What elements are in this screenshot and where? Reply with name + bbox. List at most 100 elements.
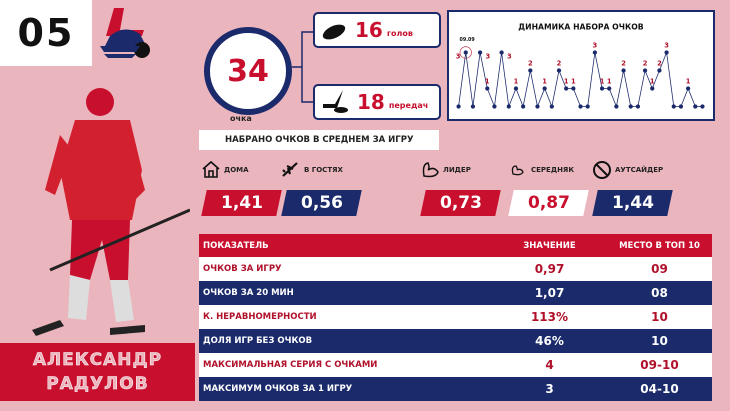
table-header: ПОКАЗАТЕЛЬ ЗНАЧЕНИЕ МЕСТО В ТОП 10 [199,234,712,257]
chart-annotation: 09.09 [460,37,476,43]
arm-icon [511,165,524,176]
row-value: 3 [545,382,554,396]
data-point [477,50,483,55]
split-label: АУТСАЙДЕР [615,166,664,174]
total-points-label: очка [230,114,252,123]
data-point [485,86,490,91]
data-label: 1 [650,78,655,86]
split-label-0: ДОМА [201,160,249,180]
goals-value: 16 [355,18,383,42]
split-label-2: ЛИДЕР [420,160,471,180]
data-point [492,104,497,109]
series-line [458,50,703,108]
data-label: 2 [657,60,662,68]
data-point [549,104,554,109]
data-label: 2 [557,60,562,68]
data-label: 1 [571,78,576,86]
no-arm-icon [593,161,611,179]
row-label: К. НЕРАВНОМЕРНОСТИ [203,312,317,322]
stats-table: ПОКАЗАТЕЛЬ ЗНАЧЕНИЕ МЕСТО В ТОП 10 ОЧКОВ… [199,234,712,401]
row-label: ОЧКОВ ЗА 20 МИН [203,288,294,298]
data-point [470,104,476,109]
data-point [628,104,633,109]
goals-label: голов [386,28,413,38]
split-value-box: 0,73 [420,190,501,216]
table-row: ДОЛЯ ИГР БЕЗ ОЧКОВ 46% 10 [199,329,712,353]
data-point [456,104,461,109]
table-row: ОЧКОВ ЗА ИГРУ 0,97 09 [199,257,712,281]
data-label: 2 [643,60,648,68]
split-label: В ГОСТЯХ [304,166,343,174]
row-rank: 04-10 [640,382,679,396]
split-value-box: 1,44 [592,190,673,216]
data-label: 1 [600,78,605,86]
data-label: 1 [485,78,490,86]
data-point [700,104,705,109]
split-value: 0,56 [300,193,343,213]
data-point [463,50,468,55]
data-point [542,86,547,91]
data-point [556,68,562,73]
data-label: 1 [514,78,519,86]
row-value: 46% [535,334,564,348]
data-point [599,86,605,91]
row-rank: 09 [651,262,668,276]
plane-icon [282,162,298,177]
chart-title: ДИНАМИКА НАБОРА ОЧКОВ [518,22,644,31]
data-point [671,104,676,109]
assists-value: 18 [357,90,385,114]
data-label: 2 [528,60,533,68]
data-label: 2 [621,60,626,68]
split-label: ЛИДЕР [443,166,471,174]
data-point [528,68,533,73]
data-point [535,104,540,109]
row-value: 113% [530,310,569,324]
split-value-box: 1,41 [201,190,282,216]
data-point [650,86,655,91]
header-value: ЗНАЧЕНИЕ [523,240,576,251]
row-value: 1,07 [534,286,565,300]
data-label: 1 [564,78,569,86]
data-point [685,86,691,91]
table-row: К. НЕРАВНОМЕРНОСТИ 113% 10 [199,305,712,329]
split-label-1: В ГОСТЯХ [281,160,343,180]
connector-lines [292,31,314,103]
total-points: 34 [204,27,292,115]
data-point [642,68,648,73]
split-value: 0,87 [527,193,570,213]
table-row: ОЧКОВ ЗА 20 МИН 1,07 08 [199,281,712,305]
row-label: МАКСИМАЛЬНАЯ СЕРИЯ С ОЧКАМИ [203,360,378,370]
data-label: 3 [485,52,490,60]
data-label: 1 [542,78,547,86]
split-value-box: 0,56 [281,190,362,216]
data-label: 3 [507,52,512,60]
data-point [657,68,662,73]
strong-arm-icon [422,162,439,178]
data-point [564,86,569,91]
data-label: 1 [686,78,691,86]
player-photo [32,88,190,336]
row-value: 4 [545,358,554,372]
split-value: 1,41 [220,193,263,213]
table-row: МАКСИМАЛЬНАЯ СЕРИЯ С ОЧКАМИ 4 09-10 [199,353,712,377]
row-rank: 10 [651,310,668,324]
player-first-name: АЛЕКСАНДР [32,350,163,371]
stick-puck-icon [323,90,348,113]
highlight-ring [459,46,472,59]
average-title: НАБРАНО ОЧКОВ В СРЕДНЕМ ЗА ИГРУ [199,130,439,150]
data-point [693,104,698,109]
puck-icon [322,24,346,40]
data-point [678,104,684,109]
data-label: 3 [456,52,461,60]
player-name: АЛЕКСАНДР РАДУЛОВ [0,343,195,401]
data-point [585,104,590,109]
data-point [499,50,504,55]
data-point [614,104,619,109]
data-label: 3 [664,42,669,50]
data-point [664,50,669,55]
split-label: СЕРЕДНЯК [531,166,575,174]
jersey-number: 05 [0,0,92,66]
split-value: 1,44 [611,193,654,213]
data-point [592,50,597,55]
row-label: ДОЛЯ ИГР БЕЗ ОЧКОВ [203,336,313,346]
